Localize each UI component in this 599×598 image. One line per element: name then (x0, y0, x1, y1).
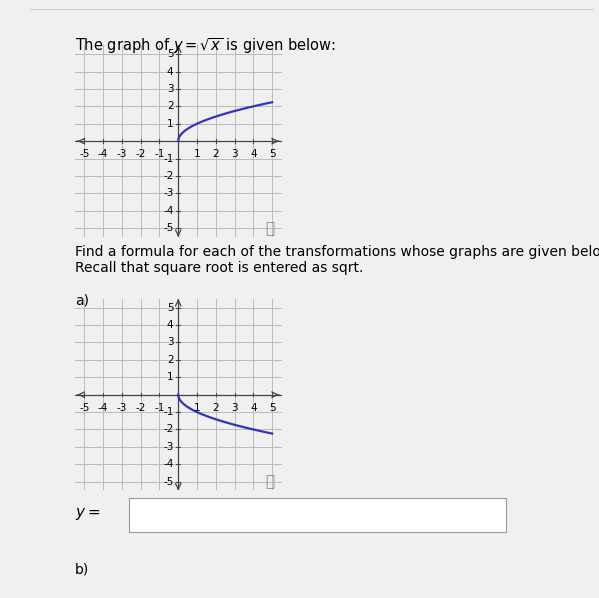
Text: -3: -3 (163, 188, 174, 199)
Text: -5: -5 (79, 149, 89, 159)
Text: -3: -3 (163, 442, 174, 452)
Text: 1: 1 (193, 402, 200, 413)
Text: -3: -3 (117, 402, 127, 413)
Text: 3: 3 (231, 402, 238, 413)
Text: 4: 4 (167, 66, 174, 77)
Text: -2: -2 (135, 149, 146, 159)
Text: -2: -2 (163, 171, 174, 181)
Text: -4: -4 (163, 459, 174, 469)
Text: -1: -1 (154, 402, 165, 413)
Text: b): b) (75, 562, 89, 576)
Text: -2: -2 (163, 425, 174, 435)
Text: $y =$: $y =$ (75, 507, 101, 522)
Text: -3: -3 (117, 149, 127, 159)
Text: 4: 4 (250, 149, 256, 159)
Text: 1: 1 (193, 149, 200, 159)
Text: 5: 5 (269, 402, 276, 413)
Text: 5: 5 (167, 49, 174, 59)
Text: -4: -4 (98, 149, 108, 159)
Text: -5: -5 (163, 223, 174, 233)
Text: -1: -1 (154, 149, 165, 159)
Text: 2: 2 (167, 101, 174, 111)
Text: ⌕: ⌕ (265, 474, 274, 490)
Text: -1: -1 (163, 407, 174, 417)
Text: 1: 1 (167, 119, 174, 129)
Text: -4: -4 (163, 206, 174, 216)
Text: 1: 1 (167, 373, 174, 382)
Text: -5: -5 (163, 477, 174, 487)
Text: -2: -2 (135, 402, 146, 413)
Text: -1: -1 (163, 154, 174, 163)
Text: 4: 4 (250, 402, 256, 413)
Text: a): a) (75, 293, 89, 307)
Text: 2: 2 (213, 149, 219, 159)
Text: -4: -4 (98, 402, 108, 413)
Text: 3: 3 (167, 84, 174, 94)
Text: 5: 5 (167, 303, 174, 313)
Text: 2: 2 (213, 402, 219, 413)
Text: 5: 5 (269, 149, 276, 159)
Text: Find a formula for each of the transformations whose graphs are given below.
Rec: Find a formula for each of the transform… (75, 245, 599, 276)
Text: 4: 4 (167, 320, 174, 330)
Text: 3: 3 (231, 149, 238, 159)
Text: ⌕: ⌕ (265, 221, 274, 236)
Text: 3: 3 (167, 337, 174, 347)
Text: -5: -5 (79, 402, 89, 413)
Text: The graph of $y = \sqrt{x}$ is given below:: The graph of $y = \sqrt{x}$ is given bel… (75, 36, 335, 56)
Text: 2: 2 (167, 355, 174, 365)
